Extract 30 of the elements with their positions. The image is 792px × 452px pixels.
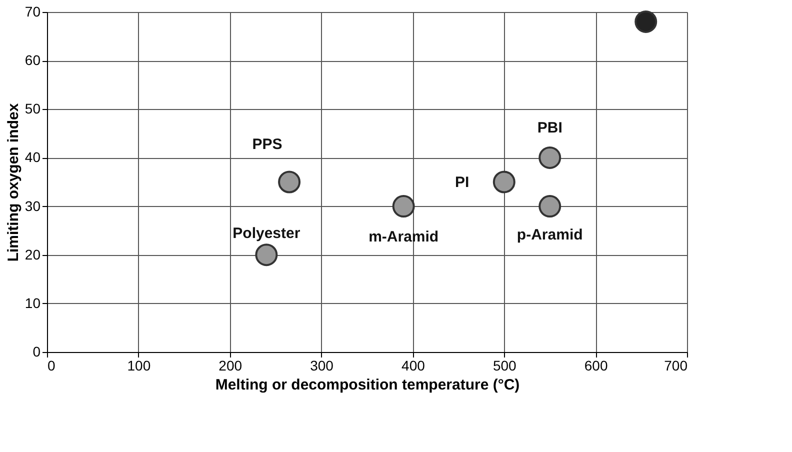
annotation: Polyester <box>232 224 300 242</box>
x-tick-label: 200 <box>218 358 242 374</box>
point <box>392 195 415 218</box>
point <box>278 170 301 194</box>
point <box>538 146 562 169</box>
point <box>634 10 658 33</box>
y-tick-label: 30 <box>24 198 41 214</box>
x-tick-label: 300 <box>310 358 334 374</box>
annotation: PBI <box>537 120 562 137</box>
y-tick-label: 50 <box>24 100 41 117</box>
y-tick-label: 10 <box>24 294 41 311</box>
annotation: PPS <box>252 136 282 153</box>
point <box>492 170 516 194</box>
annotation: PI <box>455 174 470 191</box>
y-tick-label: 70 <box>24 4 41 20</box>
y-tick-label: 0 <box>32 344 41 360</box>
x-axis-title: Melting or decomposition temperature (°C) <box>215 376 520 394</box>
y-tick-label: 40 <box>24 149 41 166</box>
x-tick-label: 0 <box>48 358 56 374</box>
y-tick-label: 20 <box>24 246 41 262</box>
y-axis-title: Limiting oxygen index <box>4 102 22 262</box>
x-tick-label: 600 <box>584 358 608 374</box>
y-tick-label: 60 <box>24 52 41 68</box>
point <box>255 244 278 266</box>
x-tick-label: 100 <box>127 358 151 374</box>
x-tick-label: 500 <box>492 358 517 374</box>
x-tick-label: 400 <box>402 358 426 374</box>
point <box>538 195 562 218</box>
x-tick-label: 700 <box>664 358 688 374</box>
annotation: p-Aramid <box>516 226 583 244</box>
